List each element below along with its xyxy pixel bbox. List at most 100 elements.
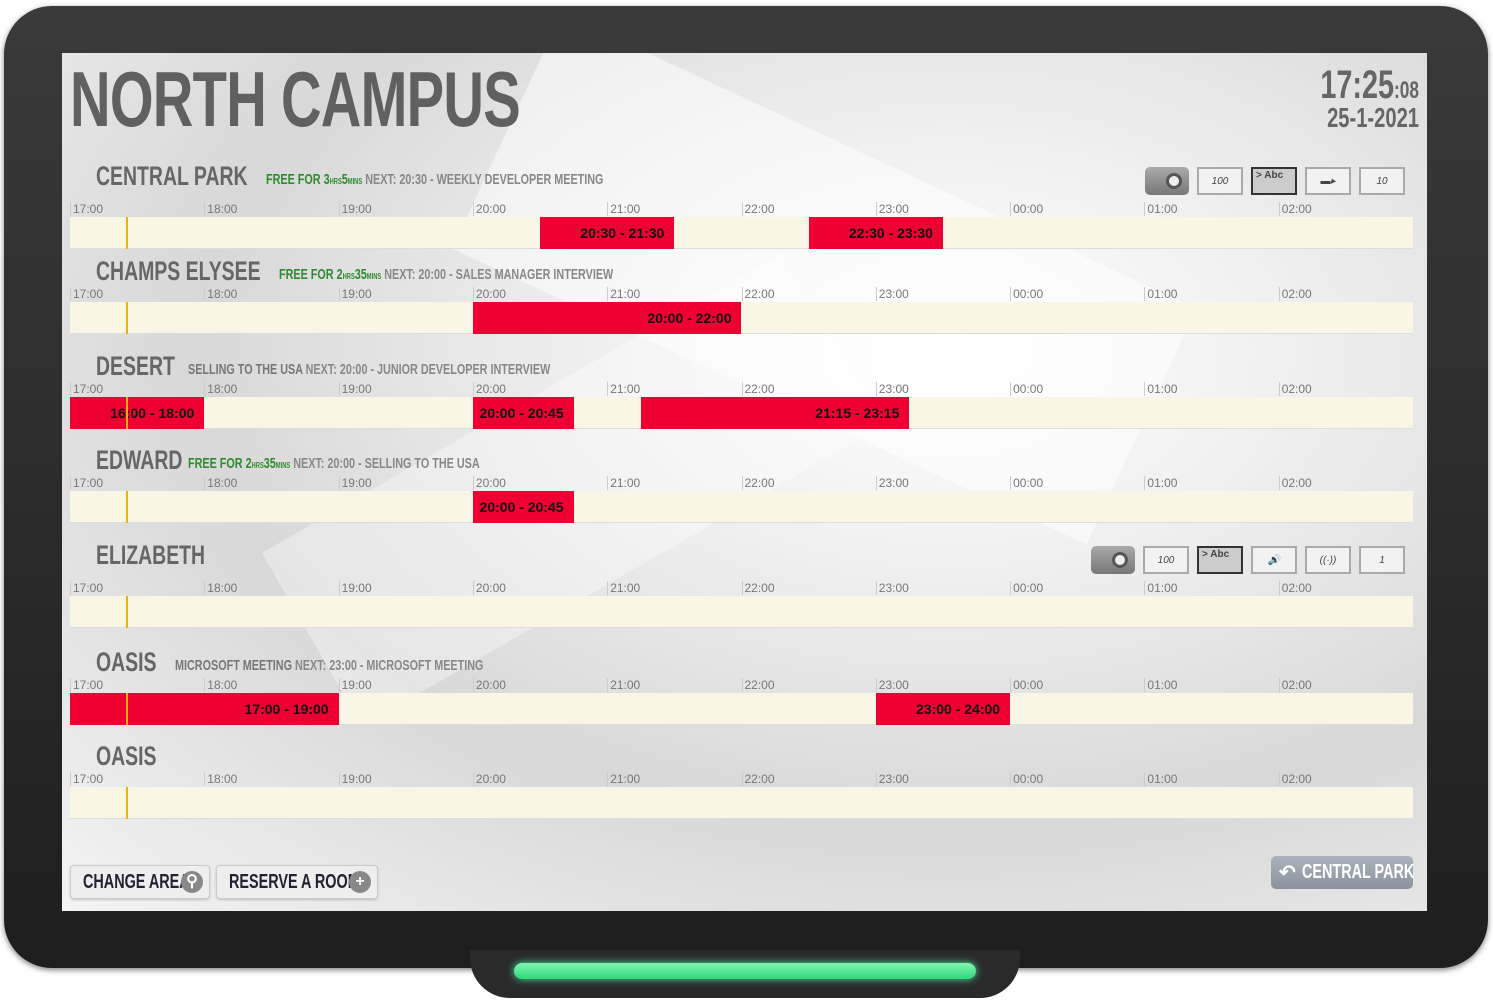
time-tick-label: 02:00 <box>1278 382 1312 396</box>
current-time-indicator <box>125 491 128 523</box>
time-tick-label: 21:00 <box>607 678 640 692</box>
status-led-bar <box>514 963 976 979</box>
free-for-status: FREE FOR 3HRS5MINS <box>266 171 362 188</box>
time-tick-label: 23:00 <box>875 382 909 396</box>
booking-block[interactable]: 20:00 - 22:00 <box>472 302 742 334</box>
whiteboard-icon: 100 <box>1197 167 1243 195</box>
time-tick-label: 18:00 <box>204 678 237 692</box>
time-tick-label: 17:00 <box>70 772 103 786</box>
room-name[interactable]: CENTRAL PARK <box>96 163 307 190</box>
time-tick-label: 00:00 <box>1010 678 1043 692</box>
room-row: CHAMPS ELYSEE FREE FOR 2HRS35MINS NEXT: 2… <box>70 258 1413 363</box>
clock-time: 17:25 <box>1320 63 1395 107</box>
timeline-track[interactable]: 16:00 - 18:00 20:00 - 20:45 21:15 - 23:15 <box>70 397 1413 429</box>
booking-block[interactable]: 20:30 - 21:30 <box>540 217 675 249</box>
room-name[interactable]: ELIZABETH <box>96 542 248 569</box>
timeline-track[interactable] <box>70 787 1413 819</box>
booking-block[interactable]: 16:00 - 18:00 <box>70 397 205 429</box>
room-row: OASIS MICROSOFT MEETING NEXT: 23:00 - MIC… <box>70 649 1413 754</box>
timeline-track[interactable]: 20:30 - 21:30 22:30 - 23:30 <box>70 217 1413 249</box>
booking-block[interactable]: 20:00 - 20:45 <box>472 491 574 523</box>
free-label: FREE FOR <box>266 171 321 188</box>
time-tick-label: 19:00 <box>338 772 372 786</box>
time-tick-label: 21:00 <box>607 772 640 786</box>
time-tick-label: 02:00 <box>1278 581 1312 595</box>
room-status-text: FREE FOR 2HRS35MINS NEXT: 20:00 - SALES … <box>279 266 613 285</box>
room-status-text: SELLING TO THE USA NEXT: 20:00 - JUNIOR … <box>188 361 550 378</box>
free-hrs: HRS <box>329 177 342 186</box>
time-tick-label: 21:00 <box>607 476 640 490</box>
time-tick-label: 00:00 <box>1010 476 1043 490</box>
booking-block[interactable]: 21:15 - 23:15 <box>640 397 910 429</box>
time-tick-label: 20:00 <box>472 202 506 216</box>
timeline-track[interactable] <box>70 596 1413 628</box>
time-tick-label: 22:00 <box>741 382 775 396</box>
plus-icon: + <box>349 871 371 893</box>
time-tick-label: 18:00 <box>204 287 237 301</box>
room-name[interactable]: CHAMPS ELYSEE <box>96 258 325 285</box>
booking-block[interactable]: 17:00 - 19:00 <box>70 693 339 725</box>
change-area-label: CHANGE AREA <box>83 870 190 893</box>
next-meeting: NEXT: 20:30 - WEEKLY DEVELOPER MEETING <box>365 171 604 188</box>
time-tick-label: 23:00 <box>875 202 909 216</box>
time-tick-label: 20:00 <box>472 581 506 595</box>
booking-block[interactable]: 23:00 - 24:00 <box>875 693 1011 725</box>
time-tick-label: 02:00 <box>1278 476 1312 490</box>
search-icon: ⚲ <box>181 871 203 893</box>
room-name-text: CHAMPS ELYSEE <box>96 256 261 286</box>
free-mins_unit: MINS <box>347 177 363 186</box>
room-row: CENTRAL PARK FREE FOR 3HRS5MINS NEXT: 20:… <box>70 163 1413 268</box>
capacity-icon: 1 <box>1359 546 1405 574</box>
time-tick-label: 20:00 <box>472 772 506 786</box>
clock-seconds: :08 <box>1394 77 1419 104</box>
timeline-track[interactable]: 20:00 - 20:45 <box>70 491 1413 523</box>
display-icon: > Abc <box>1197 546 1243 574</box>
booking-block[interactable]: 22:30 - 23:30 <box>808 217 943 249</box>
timeline-track[interactable]: 20:00 - 22:00 <box>70 302 1413 334</box>
room-name[interactable]: DESERT <box>96 353 206 380</box>
display-icon: > Abc <box>1251 167 1297 195</box>
room-name[interactable]: OASIS <box>96 743 180 770</box>
reserve-room-button[interactable]: RESERVE A ROOM + <box>216 865 378 899</box>
projector-icon <box>1145 167 1189 195</box>
time-tick-label: 23:00 <box>875 476 909 490</box>
free-hrs: HRS <box>342 272 355 281</box>
time-tick-label: 17:00 <box>70 202 103 216</box>
time-tick-label: 02:00 <box>1278 678 1312 692</box>
free-mins: 35 <box>263 455 276 472</box>
next-meeting: NEXT: 20:00 - SALES MANAGER INTERVIEW <box>384 266 614 283</box>
screen: NORTH CAMPUS 17:25:08 25-1-2021 CENTRAL P… <box>62 53 1427 911</box>
wifi-icon: ((·)) <box>1305 546 1351 574</box>
change-area-button[interactable]: CHANGE AREA ⚲ <box>70 865 210 899</box>
room-status: MICROSOFT MEETING NEXT: 23:00 - MICROSOF… <box>175 657 603 674</box>
time-tick-label: 17:00 <box>70 287 103 301</box>
time-tick-label: 18:00 <box>204 772 237 786</box>
clock: 17:25:08 25-1-2021 <box>1282 63 1419 134</box>
time-tick-label: 01:00 <box>1144 382 1177 396</box>
room-status-text: MICROSOFT MEETING NEXT: 23:00 - MICROSOF… <box>175 657 483 674</box>
time-tick-label: 20:00 <box>472 678 506 692</box>
booking-block[interactable]: 20:00 - 20:45 <box>472 397 574 429</box>
room-status-text: FREE FOR 3HRS5MINS NEXT: 20:30 - WEEKLY … <box>266 171 603 190</box>
back-to-room-button[interactable]: ↶ CENTRAL PARK <box>1271 856 1414 889</box>
clock-date: 25-1-2021 <box>1327 102 1419 133</box>
free-mins: 5 <box>341 171 348 188</box>
timeline-track[interactable]: 17:00 - 19:00 23:00 - 24:00 <box>70 693 1413 725</box>
reserve-room-label: RESERVE A ROOM <box>229 870 360 893</box>
back-arrow-icon: ↶ <box>1279 862 1296 884</box>
projector-icon <box>1091 546 1135 574</box>
time-tick-label: 02:00 <box>1278 202 1312 216</box>
room-name[interactable]: EDWARD <box>96 447 216 474</box>
next-meeting: NEXT: 20:00 - SELLING TO THE USA <box>293 455 480 472</box>
current-meeting: MICROSOFT MEETING <box>175 657 292 674</box>
current-time-indicator <box>125 787 128 819</box>
capacity-icon: 10 <box>1359 167 1405 195</box>
room-row: EDWARD FREE FOR 2HRS35MINS NEXT: 20:00 - … <box>70 447 1413 552</box>
free-hrs: HRS <box>251 461 264 470</box>
free-hours: 3 <box>323 171 330 188</box>
time-tick-label: 23:00 <box>875 772 909 786</box>
room-name[interactable]: OASIS <box>96 649 180 676</box>
room-status: FREE FOR 2HRS35MINS NEXT: 20:00 - SELLIN… <box>188 455 593 472</box>
time-tick-label: 23:00 <box>875 678 909 692</box>
time-tick-label: 19:00 <box>338 678 372 692</box>
